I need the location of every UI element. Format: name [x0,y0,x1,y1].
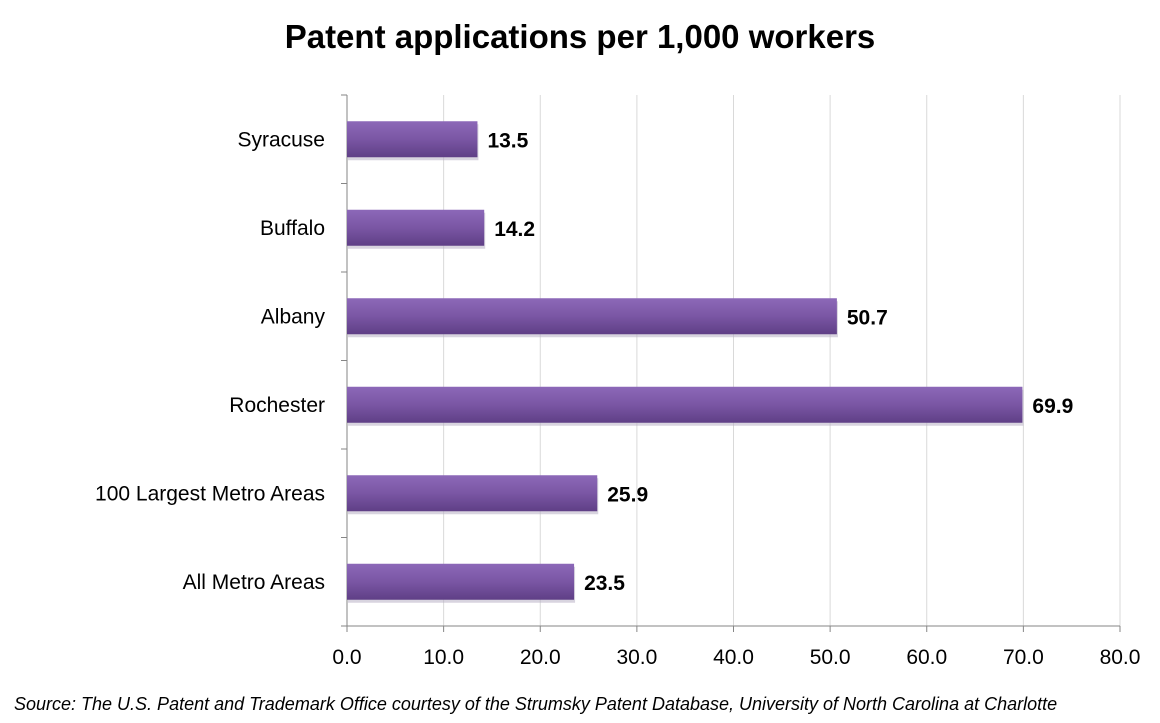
bar [347,475,597,511]
bar [347,564,574,600]
x-tick-label: 20.0 [520,646,561,669]
data-label: 25.9 [607,483,648,506]
x-tick-label: 10.0 [423,646,464,669]
data-label: 69.9 [1032,395,1073,418]
x-tick-label: 0.0 [332,646,361,669]
x-tick-label: 50.0 [810,646,851,669]
gridlines [444,95,1120,626]
x-tick-label: 40.0 [713,646,754,669]
category-label: Buffalo [260,217,325,240]
bar [347,121,477,157]
x-tick-label: 70.0 [1003,646,1044,669]
category-label: All Metro Areas [183,571,325,594]
data-label: 50.7 [847,306,888,329]
bar [347,387,1022,423]
data-label: 23.5 [584,572,625,595]
x-tick-label: 30.0 [616,646,657,669]
bars [347,121,1023,603]
x-tick-label: 60.0 [906,646,947,669]
category-label: Syracuse [237,128,325,151]
bar [347,210,484,246]
source-note: Source: The U.S. Patent and Trademark Of… [14,694,1154,715]
x-tick-label: 80.0 [1100,646,1141,669]
category-label: Albany [261,305,326,328]
category-label: Rochester [229,394,325,417]
axes [341,95,1120,632]
bar [347,298,837,334]
category-label: 100 Largest Metro Areas [95,482,325,505]
data-label: 14.2 [494,218,535,241]
data-label: 13.5 [487,129,528,152]
